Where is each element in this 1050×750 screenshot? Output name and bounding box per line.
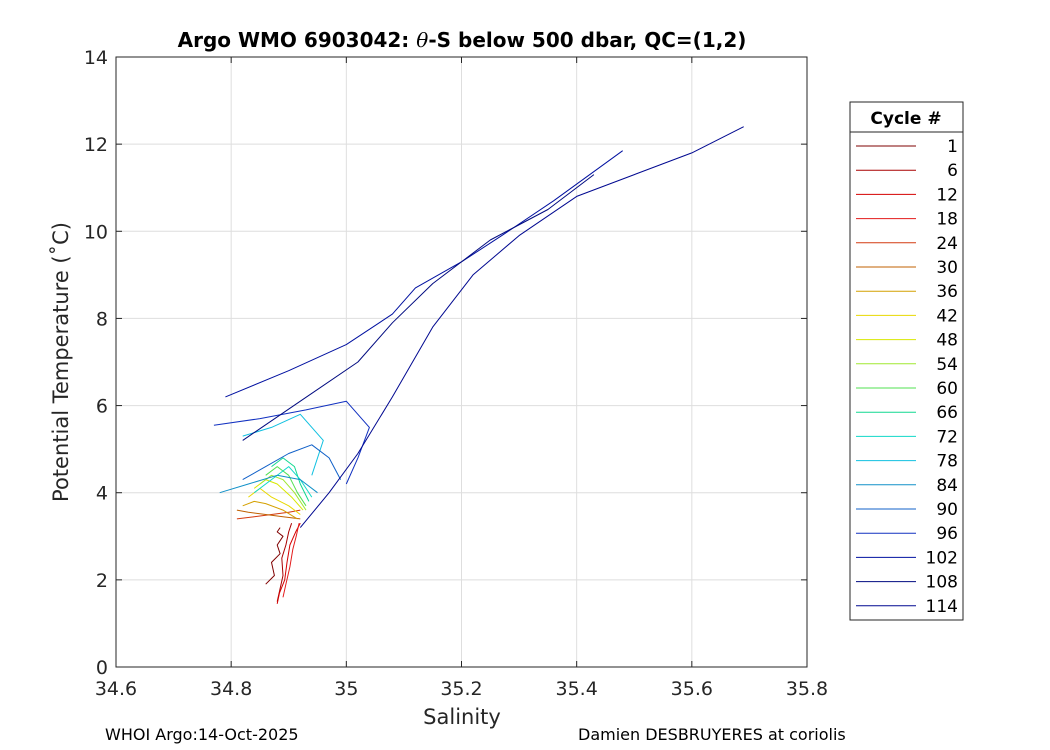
chart-title-suffix: -S below 500 dbar, QC=(1,2) bbox=[428, 28, 746, 52]
x-tick-label: 34.8 bbox=[210, 678, 252, 700]
y-tick-label: 10 bbox=[84, 221, 108, 243]
legend-label-cycle-72: 72 bbox=[936, 427, 958, 447]
y-tick-label: 14 bbox=[84, 47, 108, 69]
legend-entries: 1 6 12 18 24 30 36 42 48 54 60 66 72 78 84 90 96 102 108 11… bbox=[856, 137, 958, 617]
legend-label-cycle-12: 12 bbox=[936, 185, 958, 205]
legend-label-cycle-42: 42 bbox=[936, 306, 958, 326]
series-line-cycle-96 bbox=[213, 400, 370, 485]
series-line-cycle-72 bbox=[253, 466, 313, 498]
y-tick-label: 12 bbox=[84, 134, 108, 156]
legend-label-cycle-1: 1 bbox=[947, 137, 958, 157]
legend-label-cycle-54: 54 bbox=[936, 355, 958, 375]
y-tick-label: 4 bbox=[96, 483, 108, 505]
series-line-cycle-18 bbox=[282, 523, 300, 598]
chart-title-theta-symbol: θ bbox=[416, 28, 428, 52]
y-axis-label: Potential Temperature (˚C) bbox=[49, 222, 73, 502]
legend-label-cycle-36: 36 bbox=[936, 282, 958, 302]
x-tick-label: 35 bbox=[334, 678, 358, 700]
y-tick-label: 8 bbox=[96, 308, 108, 330]
y-tick-label: 6 bbox=[96, 396, 108, 418]
footer-credit-right: Damien DESBRUYERES at coriolis bbox=[578, 725, 846, 744]
y-axis-ticks: 0 2 4 6 8 10 12 14 bbox=[84, 47, 807, 679]
x-axis-label: Salinity bbox=[423, 705, 501, 729]
legend-label-cycle-108: 108 bbox=[926, 573, 958, 593]
series-line-cycle-30 bbox=[236, 509, 301, 520]
series-line-cycle-66 bbox=[271, 457, 310, 502]
legend-label-cycle-102: 102 bbox=[926, 548, 958, 568]
legend-label-cycle-84: 84 bbox=[936, 476, 958, 496]
series-line-cycle-6 bbox=[276, 523, 293, 602]
legend-title: Cycle # bbox=[870, 109, 941, 129]
legend: Cycle # 1 6 12 18 24 30 36 42 48 54 60 66 72 78 84 90 96… bbox=[849, 101, 964, 621]
legend-label-cycle-30: 30 bbox=[936, 258, 958, 278]
legend-label-cycle-96: 96 bbox=[936, 524, 958, 544]
x-tick-label: 35.2 bbox=[440, 678, 482, 700]
series-line-cycle-102 bbox=[225, 150, 623, 398]
series-lines bbox=[213, 126, 744, 604]
y-tick-label: 0 bbox=[96, 657, 108, 679]
series-line-cycle-114 bbox=[299, 126, 744, 528]
legend-label-cycle-90: 90 bbox=[936, 500, 958, 520]
series-line-cycle-108 bbox=[242, 174, 595, 441]
series-line-cycle-1 bbox=[265, 527, 284, 585]
y-tick-label: 2 bbox=[96, 570, 108, 592]
series-line-cycle-12 bbox=[276, 522, 301, 604]
footer-credit-left: WHOI Argo:14-Oct-2025 bbox=[105, 725, 299, 744]
x-tick-label: 35.6 bbox=[671, 678, 713, 700]
series-line-cycle-24 bbox=[236, 509, 301, 520]
series-line-cycle-84 bbox=[219, 474, 318, 494]
x-axis-ticks: 34.6 34.8 35 35.2 35.4 35.6 35.8 bbox=[95, 57, 828, 700]
series-line-cycle-78 bbox=[242, 413, 324, 476]
series-line-cycle-90 bbox=[242, 444, 342, 481]
series-line-cycle-36 bbox=[242, 500, 298, 520]
legend-label-cycle-114: 114 bbox=[926, 597, 958, 617]
series-line-cycle-60 bbox=[265, 466, 307, 507]
legend-label-cycle-78: 78 bbox=[936, 452, 958, 472]
chart-title-prefix: Argo WMO 6903042: bbox=[178, 28, 417, 52]
legend-label-cycle-18: 18 bbox=[936, 210, 958, 230]
legend-label-cycle-6: 6 bbox=[947, 161, 958, 181]
chart-title: Argo WMO 6903042: θ-S below 500 dbar, QC… bbox=[178, 28, 747, 52]
legend-label-cycle-24: 24 bbox=[936, 234, 958, 254]
x-tick-label: 35.8 bbox=[786, 678, 828, 700]
legend-label-cycle-48: 48 bbox=[936, 331, 958, 351]
x-tick-label: 34.6 bbox=[95, 678, 137, 700]
legend-label-cycle-66: 66 bbox=[936, 403, 958, 423]
x-tick-label: 35.4 bbox=[556, 678, 598, 700]
legend-label-cycle-60: 60 bbox=[936, 379, 958, 399]
